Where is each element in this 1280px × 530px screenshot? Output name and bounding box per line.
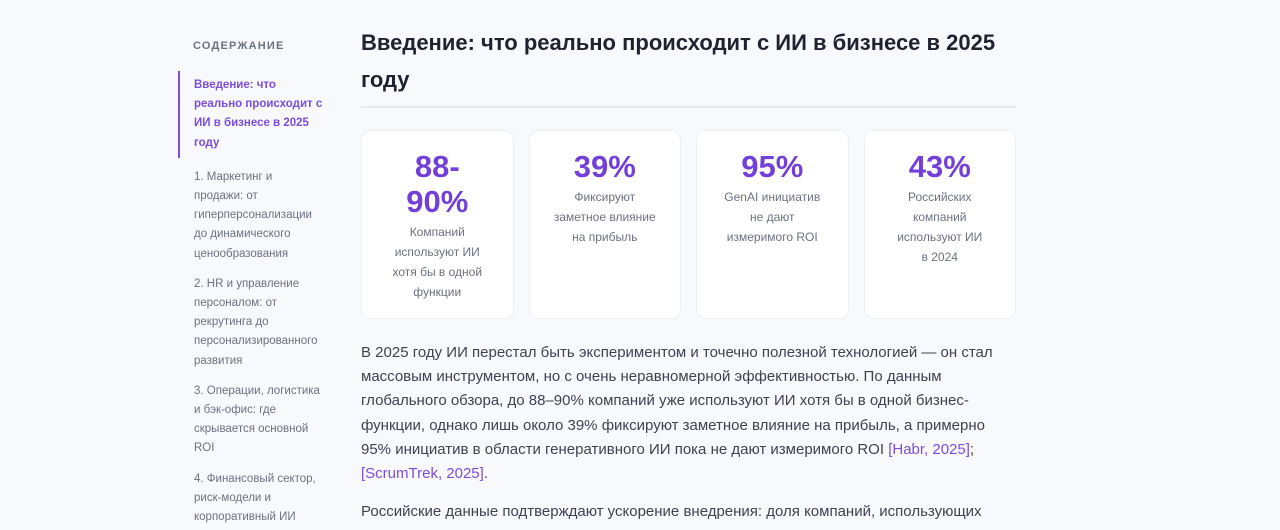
citation-separator: ;	[969, 440, 975, 458]
citation-link-scrumtrek[interactable]: [ScrumTrek, 2025]	[361, 465, 484, 483]
toc-item-operations[interactable]: 3. Операции, логистика и бэк-офис: где с…	[194, 384, 320, 455]
stat-value: 39%	[573, 149, 636, 184]
toc-item-introduction[interactable]: Введение: что реально происходит с ИИ в …	[178, 71, 328, 158]
stat-value: 95%	[741, 149, 804, 184]
table-of-contents: Содержание Введение: что реально происхо…	[178, 40, 328, 530]
stat-label: Фиксируют заметное влияние на прибыль	[553, 190, 656, 244]
stat-card: 95% GenAI инициатив не дают измеримого R…	[696, 130, 849, 319]
stat-card: 43% Российских компаний используют ИИ в …	[863, 130, 1016, 319]
toc-item-marketing[interactable]: 1. Маркетинг и продажи: от гиперперсонал…	[194, 170, 312, 260]
paragraph-text: Российские данные подтверждают ускорение…	[361, 503, 982, 521]
section-heading: Введение: что реально происходит с ИИ в …	[361, 24, 1016, 108]
article: Введение: что реально происходит с ИИ в …	[361, 24, 1016, 524]
stats-grid: 88-90% Компаний используют ИИ хотя бы в …	[361, 130, 1016, 319]
paragraph-text: В 2025 году ИИ перестал быть эксперимент…	[361, 344, 993, 458]
paragraph-end: .	[483, 465, 488, 483]
stat-value: 43%	[908, 149, 971, 184]
stat-value: 88-90%	[406, 149, 469, 219]
citation-link-habr[interactable]: [Habr, 2025]	[888, 440, 970, 458]
stat-label: Российских компаний используют ИИ в 2024	[897, 190, 983, 264]
toc-title: Содержание	[193, 40, 285, 52]
stat-label: GenAI инициатив не дают измеримого ROI	[724, 190, 821, 244]
toc-item-finance[interactable]: 4. Финансовый сектор, риск-модели и корп…	[194, 472, 316, 524]
toc-item-hr[interactable]: 2. HR и управление персоналом: от рекрут…	[194, 277, 318, 367]
stat-label: Компаний используют ИИ хотя бы в одной ф…	[392, 225, 483, 299]
stat-card: 39% Фиксируют заметное влияние на прибыл…	[528, 130, 681, 319]
paragraph-intro: В 2025 году ИИ перестал быть эксперимент…	[361, 341, 1016, 486]
paragraph-russia: Российские данные подтверждают ускорение…	[361, 500, 1016, 524]
stat-card: 88-90% Компаний используют ИИ хотя бы в …	[361, 130, 514, 319]
